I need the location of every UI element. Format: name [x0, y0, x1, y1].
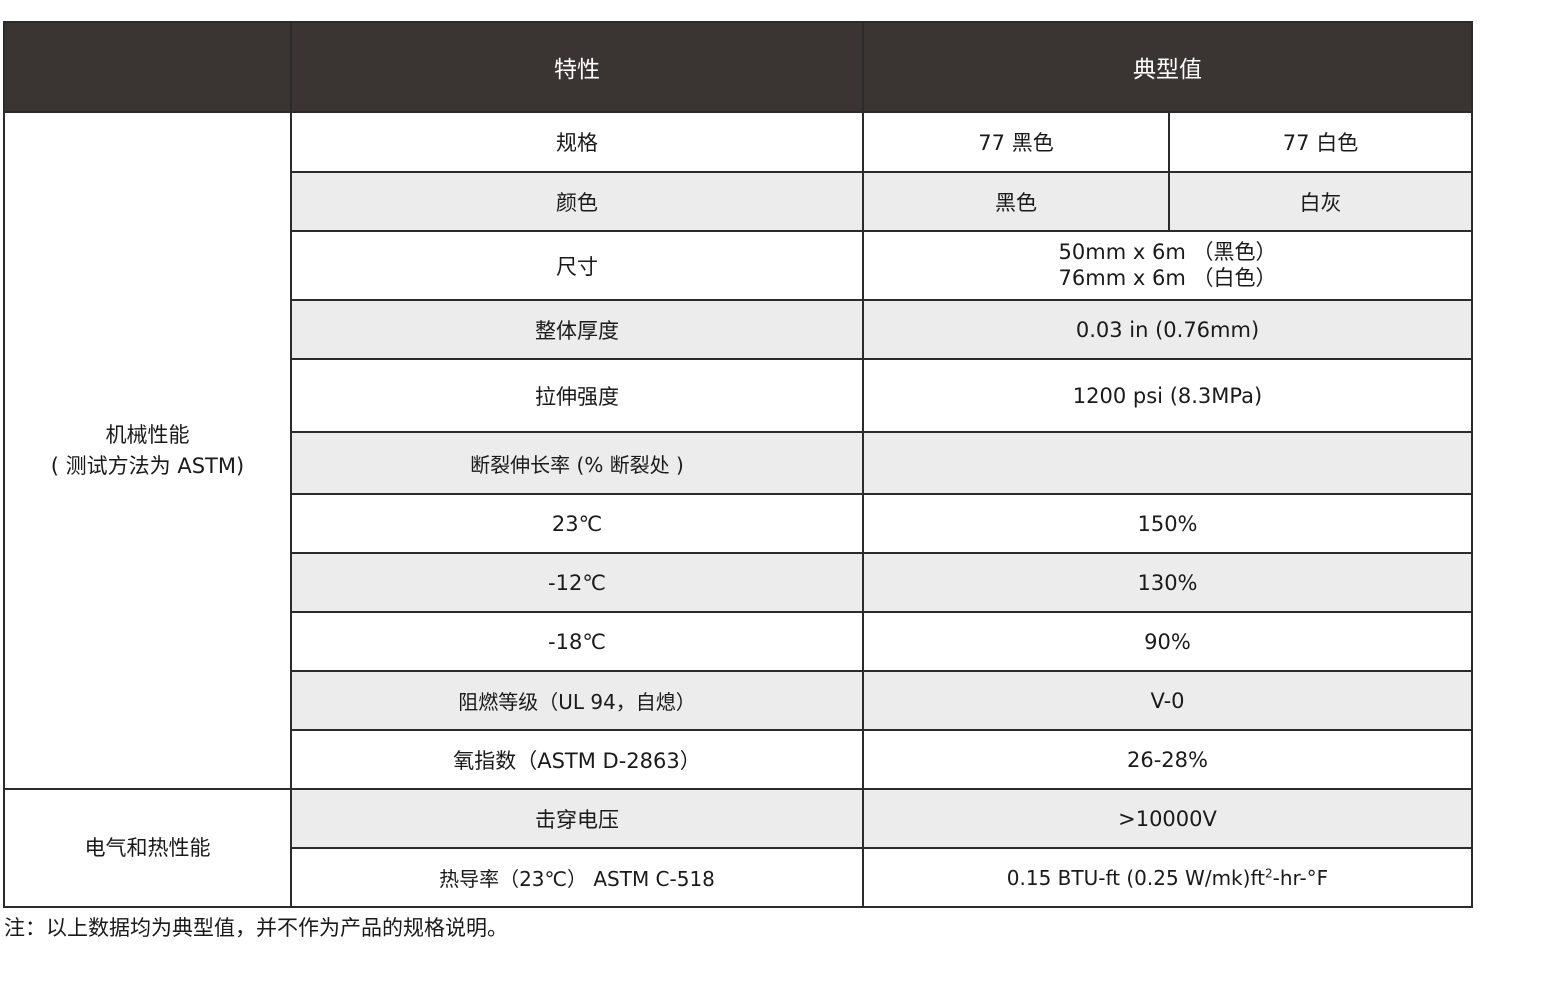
header-blank [3, 21, 292, 113]
category-mechanical-subtitle: ( 测试方法为 ASTM) [50, 453, 245, 478]
value-color-white: 白灰 [1168, 171, 1473, 232]
value-minus18c: 90% [862, 611, 1473, 672]
header-property: 特性 [290, 21, 864, 113]
footnote: 注：以上数据均为典型值，并不作为产品的规格说明。 [4, 916, 508, 940]
table-row: 尺寸 50mm x 6m （黑色） 76mm x 6m （白色） [4, 230, 1473, 301]
row-label-color: 颜色 [290, 171, 864, 232]
table-row: 颜色 黑色 白灰 [4, 171, 1473, 232]
row-label-size: 尺寸 [290, 230, 864, 301]
value-thermal-superscript: 2 [1264, 865, 1273, 880]
table-row: 阻燃等级（UL 94，自熄） V-0 [4, 670, 1473, 731]
row-label-minus12c: -12℃ [290, 552, 864, 613]
value-color-black: 黑色 [862, 171, 1170, 232]
row-label-breakdown-voltage: 击穿电压 [290, 788, 864, 849]
value-23c: 150% [862, 493, 1473, 554]
value-spec-black: 77 黑色 [862, 111, 1170, 173]
row-label-thermal-conductivity: 热导率（23℃） ASTM C-518 [290, 847, 864, 908]
value-breakdown-voltage: >10000V [862, 788, 1473, 849]
row-label-23c: 23℃ [290, 493, 864, 554]
table-row: 23℃ 150% [4, 493, 1473, 554]
table-row: 氧指数（ASTM D-2863） 26-28% [4, 729, 1473, 790]
table-row: 机械性能 ( 测试方法为 ASTM) 规格 77 黑色 77 白色 [3, 111, 1473, 790]
table-row: 断裂伸长率 (% 断裂处 ) [4, 431, 1473, 495]
row-label-minus18c: -18℃ [290, 611, 864, 672]
table-row: 热导率（23℃） ASTM C-518 0.15 BTU-ft (0.25 W/… [4, 847, 1473, 908]
value-size: 50mm x 6m （黑色） 76mm x 6m （白色） [862, 230, 1473, 301]
row-label-flame-rating: 阻燃等级（UL 94，自熄） [290, 670, 864, 731]
header-typical-value: 典型值 [862, 21, 1473, 113]
value-oxygen-index: 26-28% [862, 729, 1473, 790]
value-elongation [862, 431, 1473, 495]
category-mechanical-title: 机械性能 [105, 423, 190, 448]
row-label-elongation: 断裂伸长率 (% 断裂处 ) [290, 431, 864, 495]
value-flame-rating: V-0 [862, 670, 1473, 731]
value-size-line2: 76mm x 6m （白色） [1058, 265, 1277, 290]
value-thickness: 0.03 in (0.76mm) [862, 299, 1473, 360]
category-electrical-thermal: 电气和热性能 [3, 788, 292, 908]
category-mechanical: 机械性能 ( 测试方法为 ASTM) [3, 111, 292, 790]
value-thermal-unit: -hr-°F [1272, 865, 1329, 890]
spec-table: 特性 典型值 机械性能 ( 测试方法为 ASTM) 规格 77 黑色 77 白色… [3, 21, 1473, 908]
table-row: 整体厚度 0.03 in (0.76mm) [4, 299, 1473, 360]
value-minus12c: 130% [862, 552, 1473, 613]
table-row: 电气和热性能 击穿电压 >10000V [3, 788, 1473, 908]
header-row: 特性 典型值 [3, 21, 1473, 113]
value-spec-white: 77 白色 [1168, 111, 1473, 173]
value-thermal-conductivity: 0.15 BTU-ft (0.25 W/mk)ft2-hr-°F [862, 847, 1473, 908]
row-label-thickness: 整体厚度 [290, 299, 864, 360]
table-row: 拉伸强度 1200 psi (8.3MPa) [4, 358, 1473, 433]
value-thermal-main: 0.15 BTU-ft (0.25 W/mk)ft [1006, 865, 1265, 890]
table-row: -12℃ 130% [4, 552, 1473, 613]
row-label-tensile: 拉伸强度 [290, 358, 864, 433]
value-size-line1: 50mm x 6m （黑色） [1058, 240, 1277, 265]
table-row: -18℃ 90% [4, 611, 1473, 672]
row-label-oxygen-index: 氧指数（ASTM D-2863） [290, 729, 864, 790]
row-label-spec: 规格 [290, 111, 864, 173]
value-tensile: 1200 psi (8.3MPa) [862, 358, 1473, 433]
